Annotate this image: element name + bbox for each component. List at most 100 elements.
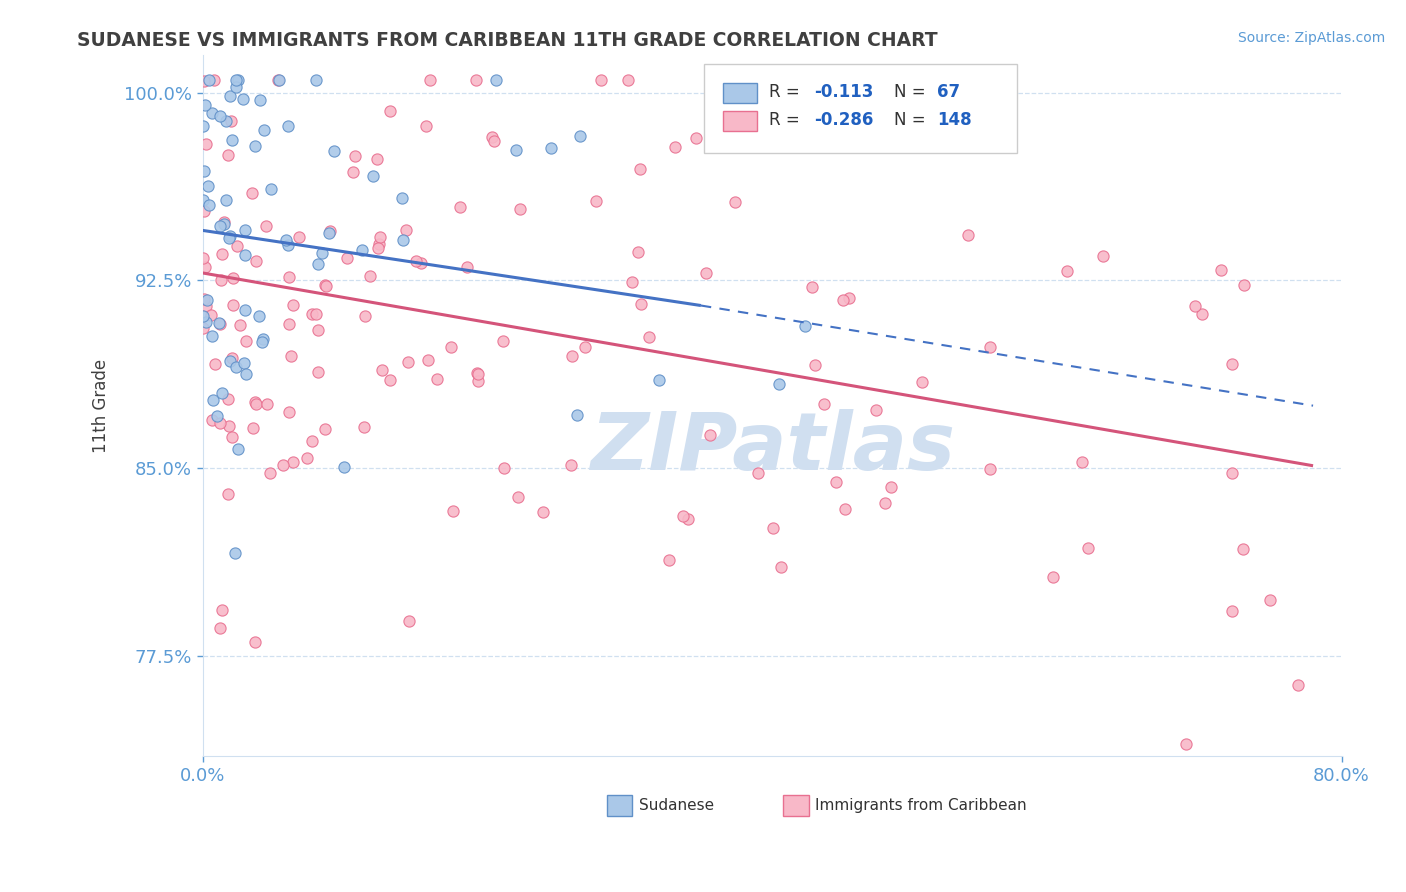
Text: R =: R =	[769, 83, 804, 102]
Point	[252, 333, 274, 347]
Point	[322, 144, 344, 158]
Point	[201, 106, 224, 120]
Point	[222, 271, 245, 285]
Point	[233, 248, 256, 262]
Point	[208, 316, 231, 330]
Point	[277, 119, 299, 133]
Point	[221, 133, 243, 147]
Text: Immigrants from Caribbean: Immigrants from Caribbean	[815, 797, 1026, 813]
Point	[311, 245, 333, 260]
Point	[724, 195, 747, 210]
Point	[243, 634, 266, 648]
Point	[197, 73, 219, 87]
Text: R =: R =	[769, 112, 804, 129]
Text: Source: ZipAtlas.com: Source: ZipAtlas.com	[1237, 31, 1385, 45]
Point	[880, 480, 903, 494]
Point	[218, 230, 240, 244]
Point	[1258, 592, 1281, 607]
Point	[217, 392, 239, 407]
Point	[277, 317, 299, 331]
Point	[380, 373, 402, 387]
Point	[505, 143, 527, 157]
Point	[278, 404, 301, 418]
Point	[620, 275, 643, 289]
Point	[1091, 249, 1114, 263]
Point	[747, 466, 769, 480]
Point	[617, 73, 640, 87]
Point	[222, 298, 245, 312]
Point	[314, 422, 336, 436]
Point	[218, 89, 240, 103]
Point	[200, 308, 222, 322]
Point	[865, 402, 887, 417]
Point	[560, 458, 582, 472]
Point	[318, 226, 340, 240]
Point	[315, 279, 337, 293]
Point	[506, 490, 529, 504]
Point	[979, 340, 1001, 354]
Point	[762, 521, 785, 535]
Point	[245, 397, 267, 411]
Point	[482, 134, 505, 148]
Point	[418, 352, 440, 367]
Point	[1222, 604, 1244, 618]
Point	[274, 233, 297, 247]
Point	[540, 141, 562, 155]
Point	[1077, 541, 1099, 555]
Point	[267, 73, 290, 87]
Point	[1209, 262, 1232, 277]
Point	[342, 165, 364, 179]
Point	[208, 219, 231, 233]
Text: -0.286: -0.286	[814, 112, 873, 129]
Point	[1070, 455, 1092, 469]
Point	[232, 356, 254, 370]
Point	[245, 395, 267, 409]
Point	[247, 310, 270, 324]
Point	[307, 323, 329, 337]
Point	[208, 621, 231, 635]
Point	[440, 340, 463, 354]
Point	[195, 137, 218, 152]
Point	[307, 256, 329, 270]
Point	[467, 368, 489, 382]
Point	[352, 244, 374, 258]
Point	[235, 334, 257, 348]
Point	[202, 73, 225, 87]
Point	[363, 169, 385, 183]
Point	[277, 238, 299, 252]
Point	[229, 318, 252, 332]
Point	[209, 109, 232, 123]
Point	[492, 334, 515, 348]
Point	[1184, 299, 1206, 313]
FancyBboxPatch shape	[607, 795, 633, 816]
Point	[395, 222, 418, 236]
Point	[405, 253, 427, 268]
Point	[344, 149, 367, 163]
Point	[191, 321, 214, 335]
Point	[259, 466, 281, 480]
Point	[217, 486, 239, 500]
Point	[217, 147, 239, 161]
Point	[256, 396, 278, 410]
Point	[207, 409, 229, 424]
Point	[398, 614, 420, 628]
Point	[591, 73, 613, 87]
Point	[396, 355, 419, 369]
Point	[224, 545, 246, 559]
Point	[628, 162, 651, 177]
Point	[426, 372, 449, 386]
Point	[212, 217, 235, 231]
Text: Sudanese: Sudanese	[638, 797, 714, 813]
Point	[825, 475, 848, 489]
Point	[695, 266, 717, 280]
Y-axis label: 11th Grade: 11th Grade	[93, 359, 110, 453]
Point	[367, 241, 389, 255]
Point	[380, 104, 402, 119]
Point	[481, 130, 503, 145]
Text: ZIPatlas: ZIPatlas	[589, 409, 955, 487]
Point	[626, 245, 648, 260]
Point	[194, 260, 217, 275]
Point	[838, 291, 860, 305]
Text: N =: N =	[894, 83, 931, 102]
Point	[194, 299, 217, 313]
